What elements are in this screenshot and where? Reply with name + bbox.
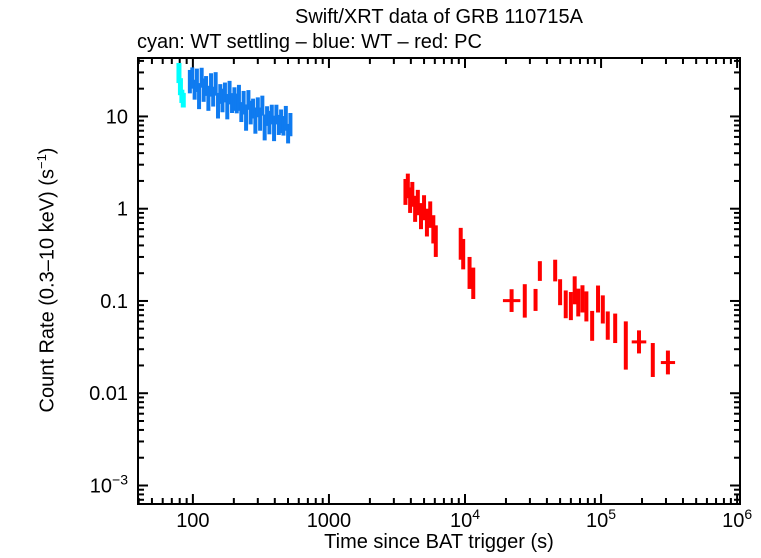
x-axis-tick-label: 105 [586,506,616,532]
y-axis-tick-label: 0.1 [100,291,128,313]
y-axis-tick-label: 1 [117,199,128,221]
plot-legend-subtitle: cyan: WT settling – blue: WT – red: PC [137,31,482,53]
plot-title: Swift/XRT data of GRB 110715A [295,6,583,28]
x-axis-tick-label: 1000 [307,510,352,532]
y-axis-tick-label: 10 [106,106,128,128]
y-axis-tick-label: 10−3 [90,471,128,497]
x-axis-tick-label: 104 [450,506,480,532]
x-axis-label: Time since BAT trigger (s) [324,531,554,553]
x-axis-tick-label: 106 [722,506,752,532]
plot-frame [137,57,741,505]
x-axis-tick-label: 100 [176,510,209,532]
y-axis-tick-label: 0.01 [89,383,128,405]
